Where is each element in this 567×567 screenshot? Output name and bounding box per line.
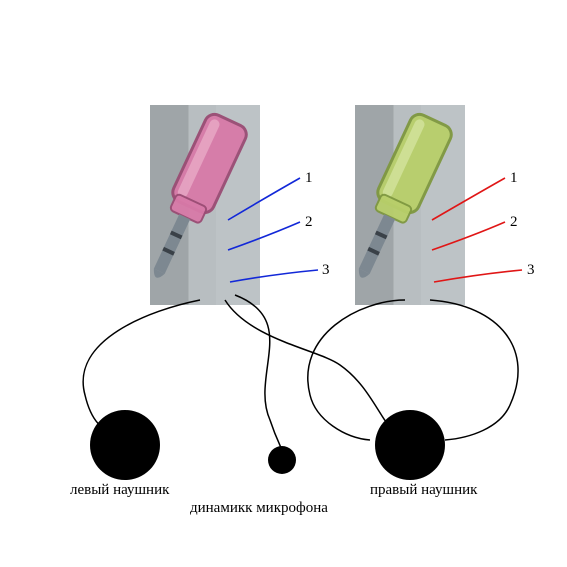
diagram-stage: { "canvas": { "w": 567, "h": 567, "bg": … [0, 0, 567, 567]
svg-text:1: 1 [510, 170, 518, 186]
svg-text:1: 1 [305, 170, 313, 186]
svg-text:3: 3 [322, 262, 330, 278]
label-mic-speaker: динамикк микрофона [190, 500, 328, 517]
label-left-earphone: левый наушник [70, 482, 169, 499]
svg-text:2: 2 [510, 214, 518, 230]
label-right-earphone: правый наушник [370, 482, 477, 499]
svg-text:2: 2 [305, 214, 313, 230]
svg-text:3: 3 [527, 262, 535, 278]
